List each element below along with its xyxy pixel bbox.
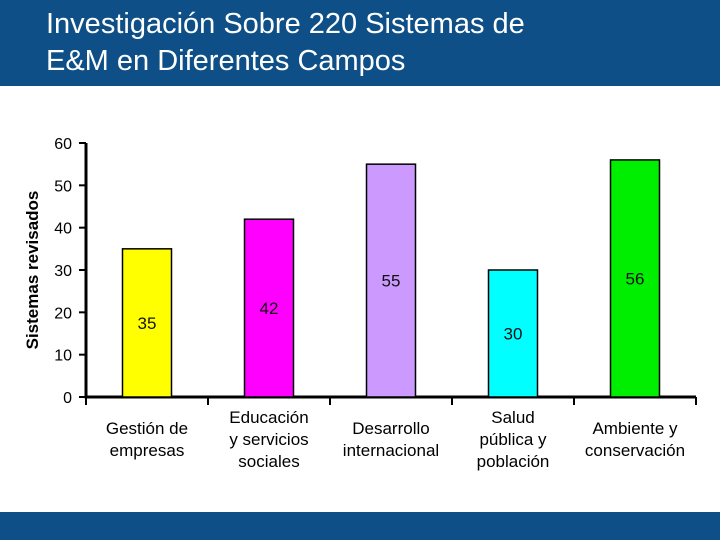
slide-header: Investigación Sobre 220 Sistemas de E&M … bbox=[0, 0, 720, 86]
x-category-label-line: empresas bbox=[110, 441, 185, 460]
x-category-label: Desarrollo internacional bbox=[343, 419, 439, 460]
x-category-label-line: Gestión de bbox=[106, 419, 188, 438]
slide-footer-bar bbox=[0, 512, 720, 540]
x-category-label-line: Salud bbox=[491, 408, 534, 427]
x-category-label-line: pública y bbox=[479, 430, 547, 449]
bar-value-label: 42 bbox=[260, 299, 279, 318]
slide-title: Investigación Sobre 220 Sistemas de E&M … bbox=[46, 6, 706, 80]
y-tick-label: 0 bbox=[63, 390, 72, 407]
x-category-label-line: Educación bbox=[229, 408, 308, 427]
slide-title-line-2: E&M en Diferentes Campos bbox=[46, 45, 406, 77]
bar bbox=[243, 218, 295, 398]
x-category-label: Salud pública y población bbox=[477, 408, 550, 471]
bar-value-label: 55 bbox=[382, 272, 401, 291]
bar-chart: 0 10 20 30 40 50 60 Sistemas revisados 35 Gestión… bbox=[23, 136, 697, 471]
x-category-label-line: sociales bbox=[238, 452, 299, 471]
y-tick-label: 40 bbox=[54, 221, 72, 238]
x-category-label: Gestión de empresas bbox=[106, 419, 188, 460]
x-category-label-line: población bbox=[477, 452, 550, 471]
y-tick-label: 60 bbox=[54, 136, 72, 153]
y-tick-label: 10 bbox=[54, 348, 72, 365]
bar bbox=[609, 159, 661, 398]
x-category-label-line: y servicios bbox=[229, 430, 308, 449]
x-category-label-line: Ambiente y bbox=[592, 419, 678, 438]
y-tick-label: 30 bbox=[54, 263, 72, 280]
x-category-label-line: internacional bbox=[343, 441, 439, 460]
bar bbox=[121, 248, 173, 398]
x-category-label: Ambiente y conservación bbox=[585, 419, 685, 460]
bar bbox=[365, 163, 417, 398]
y-tick-label: 50 bbox=[54, 178, 72, 195]
bar-value-label: 30 bbox=[504, 325, 523, 344]
slide-title-line-1: Investigación Sobre 220 Sistemas de bbox=[46, 8, 525, 40]
bar-value-label: 35 bbox=[138, 314, 157, 333]
x-category-label-line: Desarrollo bbox=[352, 419, 429, 438]
bar-value-label: 56 bbox=[626, 269, 645, 288]
y-axis-label: Sistemas revisados bbox=[23, 191, 42, 350]
x-category-label: Educación y servicios sociales bbox=[229, 408, 308, 471]
x-category-label-line: conservación bbox=[585, 441, 685, 460]
bar bbox=[487, 269, 539, 398]
y-tick-label: 20 bbox=[54, 305, 72, 322]
